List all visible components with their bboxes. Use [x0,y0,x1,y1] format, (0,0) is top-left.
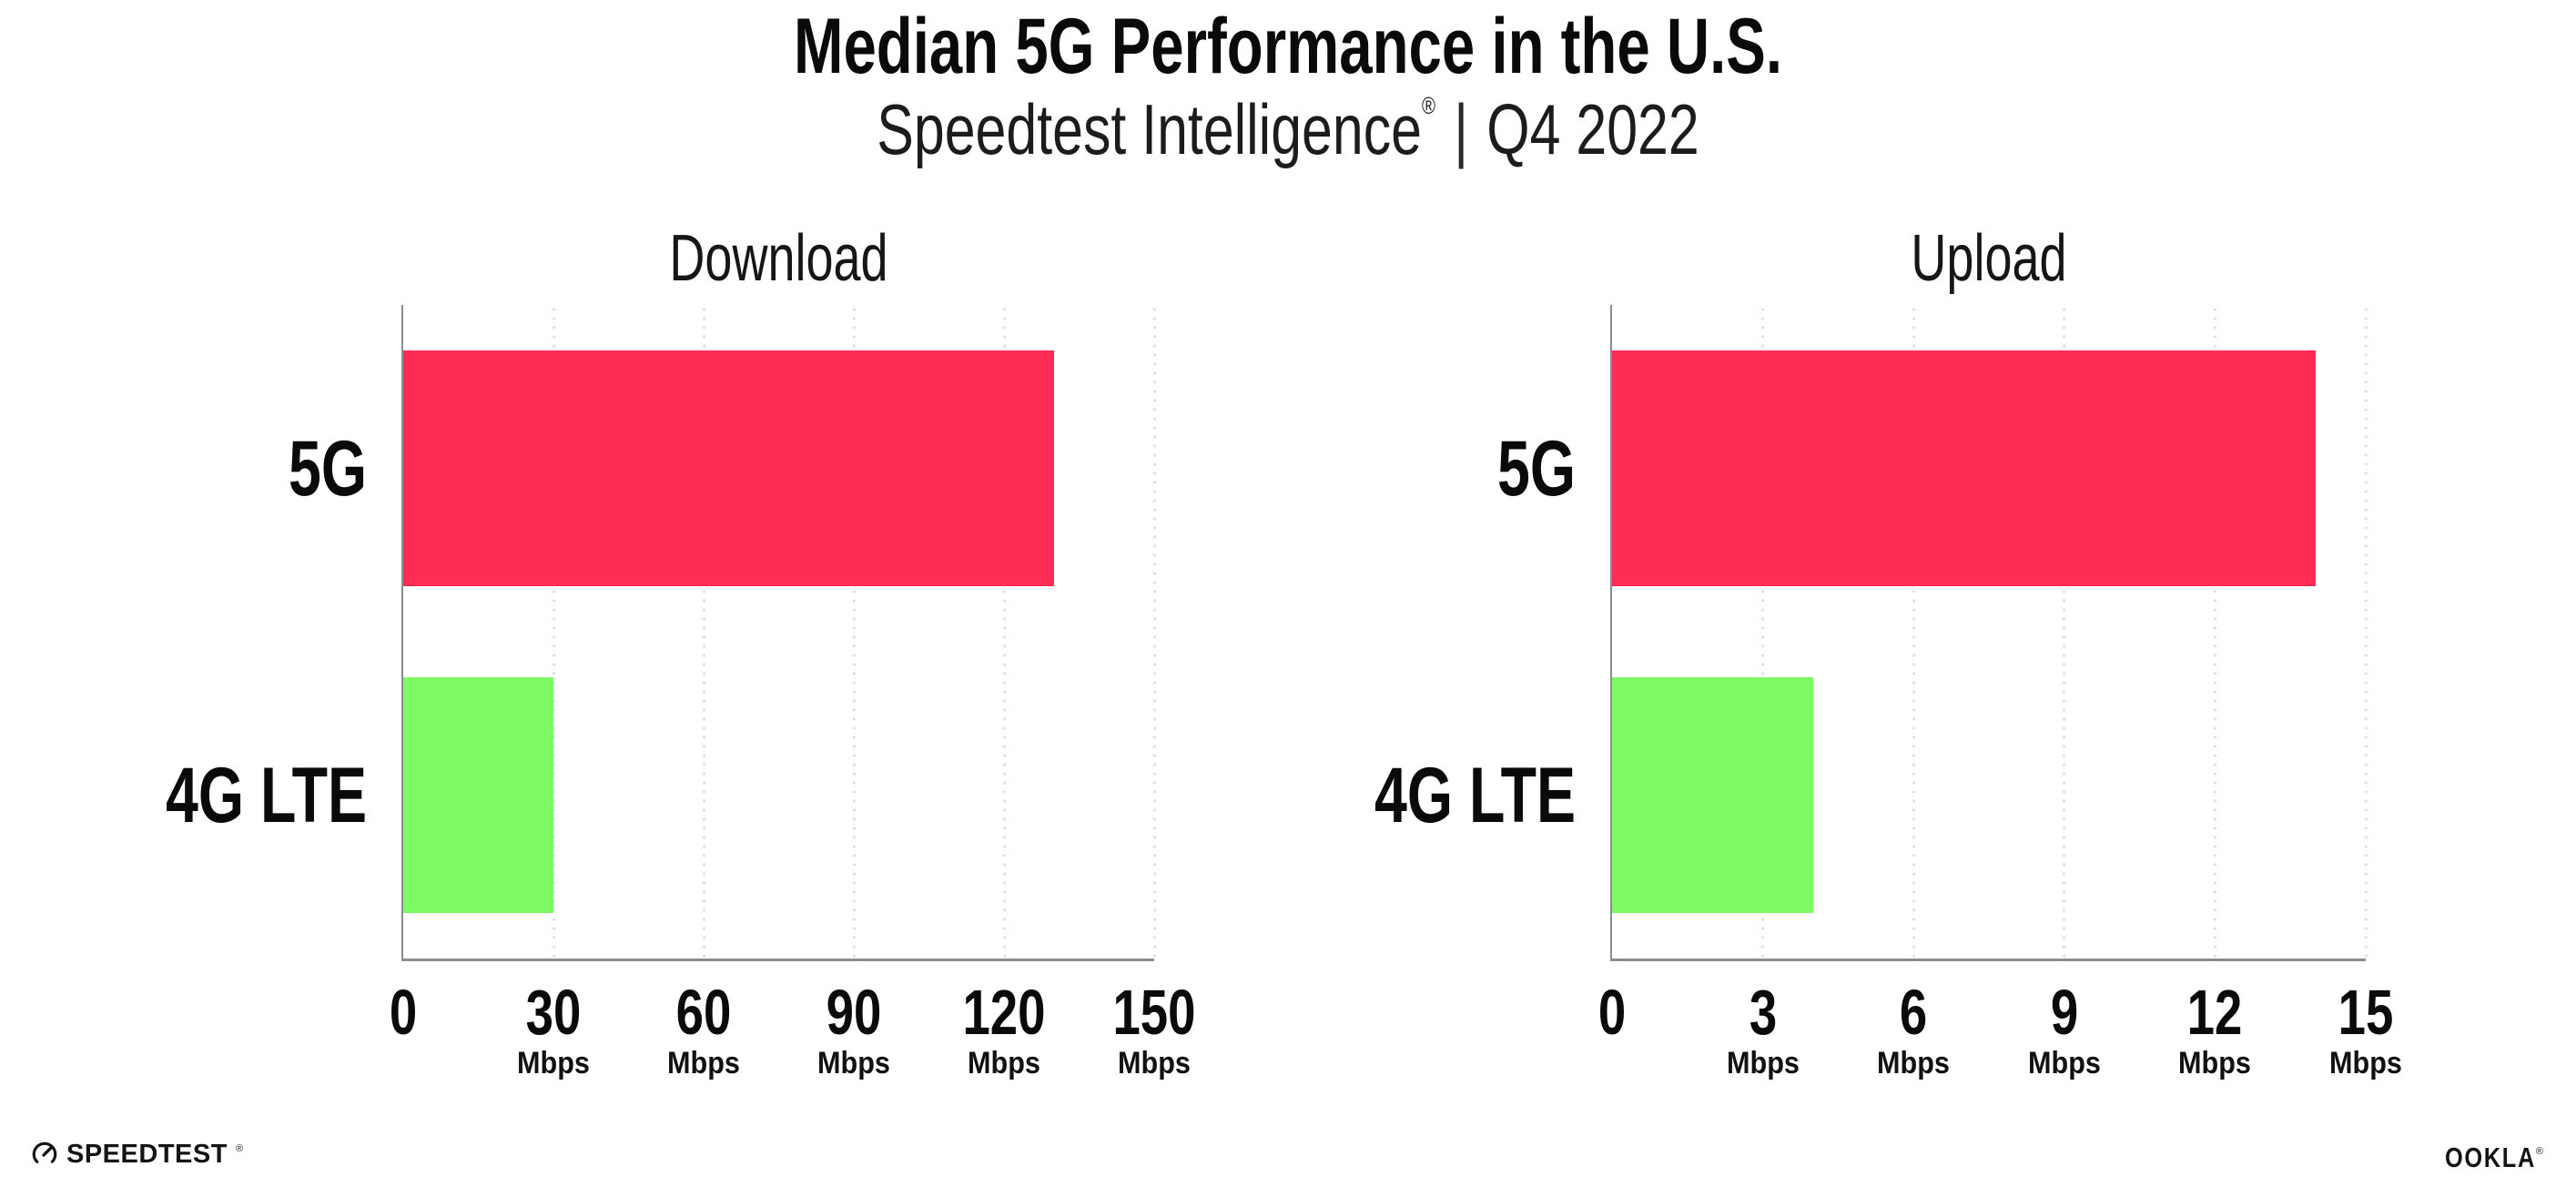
upload-chart-plot-area: Upload 0 3 Mbps 6 Mbps 9 Mbps 12 Mbps 15 Mbps 5G 4G L… [1374,226,2402,1079]
x-tick-label-9: 9 [2050,977,2078,1048]
x-tick-label-15: 15 [2338,977,2394,1048]
gridline-90 [852,305,856,959]
x-tick-label-30: 30 [525,977,582,1048]
x-tick-label-150: 150 [1112,977,1196,1048]
speedtest-logo: SPEEDTEST ® [31,1140,243,1169]
page-title: Median 5G Performance in the U.S. [794,3,1782,90]
x-tick-unit-3: Mbps [1726,1046,1800,1080]
gridline-15 [2364,305,2368,959]
category-label-5g: 5G [288,424,367,512]
subtitle-period: Q4 2022 [1486,89,1699,169]
gridline-6 [1912,305,1915,959]
category-label-4g-lte: 4G LTE [165,751,367,839]
gridline-12 [2213,305,2216,959]
x-tick-unit-9: Mbps [2027,1046,2101,1080]
registered-mark: ® [1421,92,1435,119]
download-chart-plot-area: Download 0 30 Mbps 60 Mbps 90 Mbps 120 Mbps 150 Mbp… [166,226,1196,1079]
y-axis-line [401,305,403,959]
gridline-120 [1002,305,1006,959]
gridline-3 [1761,305,1765,959]
x-tick-unit-90: Mbps [817,1046,890,1080]
chart-title-download: Download [669,222,888,295]
bar-5g-download [403,350,1054,586]
gridline-150 [1152,305,1156,959]
x-axis-line [401,959,1154,961]
x-tick-unit-30: Mbps [517,1046,590,1080]
x-tick-unit-60: Mbps [667,1046,740,1080]
ookla-wordmark: OOKLA [2444,1141,2536,1173]
y-axis-line [1610,305,1612,959]
category-label-4g-lte: 4G LTE [1374,751,1576,839]
chart-title-upload: Upload [1911,222,2067,295]
x-tick-unit-12: Mbps [2178,1046,2252,1080]
bar-5g-upload [1612,350,2316,586]
ookla-logo: OOKLA ® [2425,1141,2543,1173]
x-tick-label-3: 3 [1749,977,1777,1048]
x-tick-unit-6: Mbps [1877,1046,1951,1080]
x-tick-unit-150: Mbps [1118,1046,1191,1080]
category-label-5g: 5G [1496,424,1576,512]
x-tick-unit-120: Mbps [968,1046,1040,1080]
gridline-60 [702,305,705,959]
page-subtitle: Speedtest Intelligence® | Q4 2022 [283,89,2292,169]
x-tick-label-12: 12 [2187,977,2243,1048]
x-axis-line [1610,959,2366,961]
x-tick-label-0: 0 [389,977,418,1048]
bar-4g-lte-download [403,677,553,913]
bar-4g-lte-upload [1612,677,1813,913]
speedtest-gauge-icon [32,1141,57,1167]
x-tick-label-0: 0 [1597,977,1627,1048]
ookla-registered-icon: ® [2535,1146,2543,1157]
x-tick-label-60: 60 [675,977,732,1048]
x-tick-unit-15: Mbps [2329,1046,2402,1080]
speedtest-wordmark: SPEEDTEST [66,1139,228,1169]
x-tick-label-6: 6 [1900,977,1928,1048]
x-tick-label-120: 120 [962,977,1046,1048]
gridline-30 [552,305,555,959]
x-tick-label-90: 90 [826,977,882,1048]
gridline-9 [2063,305,2066,959]
speedtest-registered-icon: ® [235,1143,244,1154]
subtitle-separator: | [1454,89,1469,169]
subtitle-brand: Speedtest Intelligence [877,89,1422,169]
